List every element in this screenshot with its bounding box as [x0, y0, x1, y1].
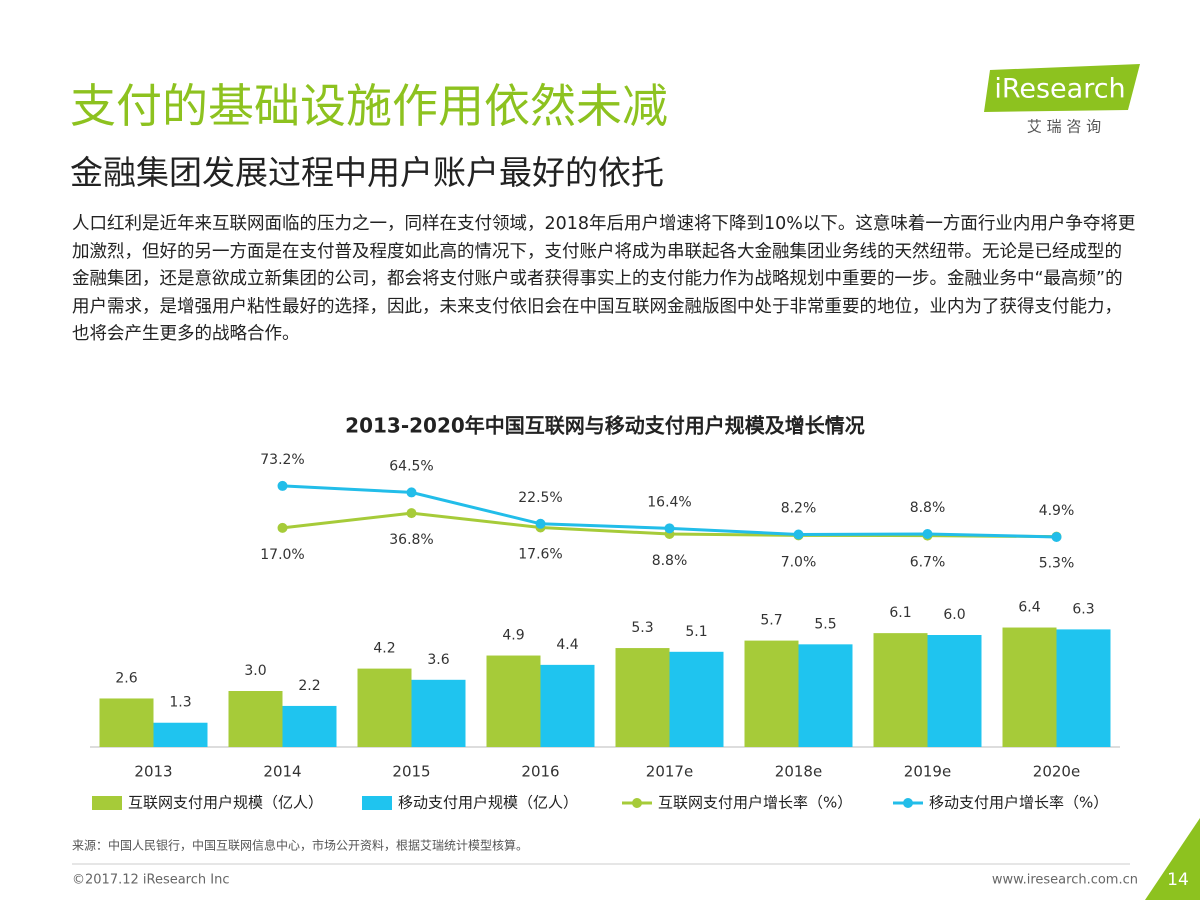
logo-subtitle: 艾 瑞 咨 询 [1027, 118, 1101, 136]
bar-label: 4.9 [502, 628, 524, 644]
logo-name: iResearch [994, 74, 1125, 105]
bar [540, 664, 595, 747]
point [277, 522, 288, 533]
bar [153, 722, 208, 747]
point-label: 22.5% [518, 490, 562, 506]
point-label: 4.9% [1039, 503, 1075, 519]
point-label: 8.8% [910, 500, 946, 516]
bar [282, 705, 337, 747]
point-label: 17.6% [518, 546, 562, 562]
slide-subtitle: 金融集团发展过程中用户账户最好的依托 [70, 153, 664, 192]
point [1051, 531, 1062, 542]
page-number: 14 [1167, 870, 1189, 890]
point [535, 518, 546, 529]
legend-swatch [362, 796, 392, 810]
bar-label: 6.1 [889, 605, 911, 621]
legend-label: 互联网支付用户规模（亿人） [128, 794, 323, 812]
slide-title: 支付的基础设施作用依然未减 [70, 79, 668, 133]
point-label: 5.3% [1039, 556, 1075, 572]
point [406, 487, 417, 498]
paragraph: 人口红利是近年来互联网面临的压力之一，同样在支付领域，2018年后用户增速将下降… [72, 214, 1136, 344]
bar [873, 633, 928, 747]
x-tick-label: 2015 [392, 763, 430, 781]
bar [615, 648, 670, 747]
bar-label: 6.4 [1018, 600, 1040, 616]
bar [99, 698, 154, 747]
bar [486, 655, 541, 747]
point [664, 523, 675, 534]
point-label: 7.0% [781, 554, 817, 570]
point-label: 16.4% [647, 494, 691, 510]
point-label: 6.7% [910, 555, 946, 571]
bar-label: 5.3 [631, 620, 653, 636]
chart-title: 2013-2020年中国互联网与移动支付用户规模及增长情况 [345, 414, 865, 438]
copyright: ©2017.12 iResearch Inc [72, 873, 230, 888]
bar-label: 6.0 [943, 607, 965, 623]
x-tick-label: 2014 [263, 763, 301, 781]
legend-label: 移动支付用户增长率（%） [929, 794, 1108, 812]
x-tick-label: 2018e [775, 763, 822, 781]
legend-label: 移动支付用户规模（亿人） [398, 794, 578, 812]
x-tick-label: 2019e [904, 763, 951, 781]
bar [744, 640, 799, 747]
bar-label: 5.5 [814, 616, 836, 632]
bar-label: 6.3 [1072, 601, 1094, 617]
point [406, 508, 417, 519]
bar-label: 3.6 [427, 652, 449, 668]
point-label: 17.0% [260, 547, 304, 563]
bar-label: 3.0 [244, 663, 266, 679]
point-label: 73.2% [260, 452, 304, 468]
bar-label: 5.7 [760, 613, 782, 629]
point [922, 529, 933, 540]
bar [1002, 627, 1057, 747]
bar [228, 691, 283, 747]
bar-label: 5.1 [685, 624, 707, 640]
bar [798, 644, 853, 747]
legend-label: 互联网支付用户增长率（%） [658, 794, 852, 812]
bar-label: 1.3 [169, 695, 191, 711]
bar-label: 4.4 [556, 637, 578, 653]
page-badge [1145, 818, 1200, 900]
bar [411, 679, 466, 747]
x-tick-label: 2020e [1033, 763, 1080, 781]
legend-swatch [92, 796, 122, 810]
website: www.iresearch.com.cn [992, 873, 1138, 888]
point-label: 8.2% [781, 500, 817, 516]
source: 来源：中国人民银行，中国互联网信息中心，市场公开资料，根据艾瑞统计模型核算。 [72, 838, 528, 853]
bar-label: 2.6 [115, 670, 137, 686]
point-label: 64.5% [389, 458, 433, 474]
point [793, 529, 804, 540]
legend-swatch [632, 798, 642, 808]
bar [1056, 629, 1111, 747]
bar-label: 2.2 [298, 678, 320, 694]
logo-badge [984, 64, 1140, 112]
legend-swatch [903, 798, 913, 808]
point-label: 8.8% [652, 553, 688, 569]
bar-label: 4.2 [373, 641, 395, 657]
bar [669, 651, 724, 747]
point [277, 480, 288, 491]
bar [357, 668, 412, 747]
x-tick-label: 2016 [521, 763, 559, 781]
point-label: 36.8% [389, 532, 433, 548]
x-tick-label: 2017e [646, 763, 693, 781]
bar [927, 635, 982, 747]
x-tick-label: 2013 [134, 763, 172, 781]
